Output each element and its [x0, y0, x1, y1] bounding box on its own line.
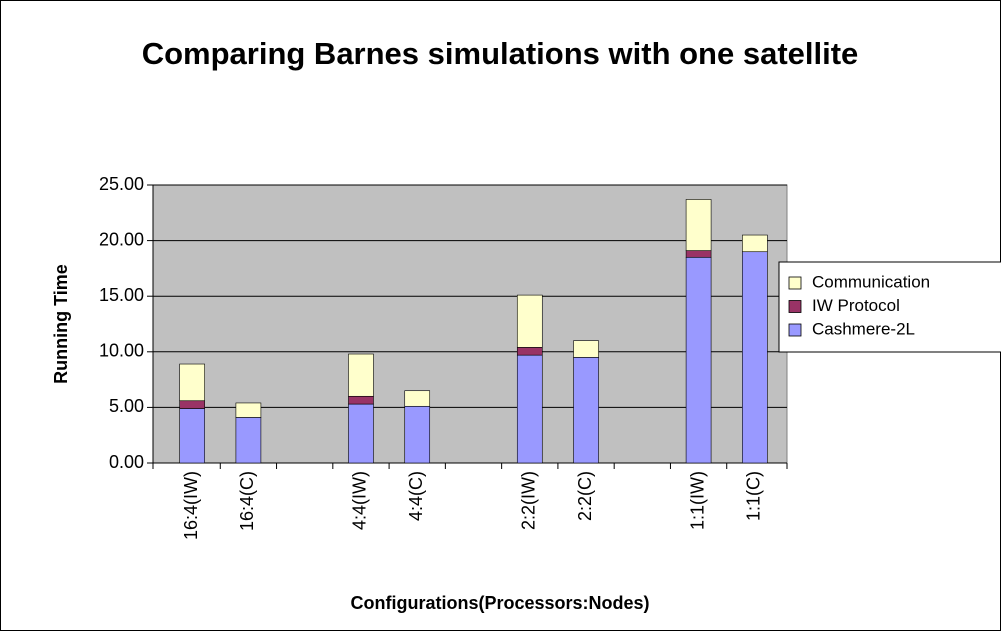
y-tick-label: 20.00: [99, 229, 144, 249]
bar-segment: [516, 347, 543, 356]
bar-segment: [742, 251, 768, 464]
legend-swatch: [788, 323, 802, 337]
bar-segment: [685, 250, 712, 258]
x-tick-label: 1:1(C): [744, 471, 764, 521]
x-tick-label: 2:2(IW): [519, 471, 539, 530]
bar-segment: [516, 294, 543, 348]
y-tick-label: 15.00: [99, 285, 144, 305]
y-tick-label: 0.00: [109, 452, 144, 472]
y-tick-label: 5.00: [109, 396, 144, 416]
bar-segment: [685, 256, 712, 464]
bar-segment: [348, 403, 374, 464]
bar-segment: [742, 234, 768, 253]
x-tick-label: 16:4(IW): [181, 471, 201, 540]
x-tick-label: 1:1(IW): [687, 471, 707, 530]
x-tick-label: 4:4(IW): [350, 471, 370, 530]
bar-segment: [573, 340, 599, 358]
bar-segment: [235, 417, 262, 464]
y-tick-label: 10.00: [99, 341, 144, 361]
bar-segment: [179, 400, 205, 409]
bar-segment: [179, 408, 205, 464]
y-axis-title: Running Time: [51, 264, 71, 384]
x-tick-label: 2:2(C): [575, 471, 595, 521]
x-tick-label: 16:4(C): [237, 471, 257, 531]
legend-label: Cashmere-2L: [812, 319, 915, 338]
bar-segment: [404, 405, 431, 464]
bar-segment: [404, 390, 431, 407]
legend-swatch: [788, 300, 802, 313]
legend-box: [778, 261, 1001, 353]
bar-segment: [516, 354, 543, 464]
legend-label: IW Protocol: [812, 296, 900, 315]
bar-segment: [685, 199, 712, 251]
bar-segment: [179, 363, 205, 402]
x-axis-title: Configurations(Processors:Nodes): [350, 593, 649, 613]
legend-swatch: [788, 276, 802, 290]
y-tick-label: 25.00: [99, 174, 144, 194]
bar-segment: [573, 357, 599, 464]
chart-title: Comparing Barnes simulations with one sa…: [141, 36, 859, 71]
legend-label: Communication: [812, 272, 930, 291]
x-tick-label: 4:4(C): [406, 471, 426, 521]
bar-segment: [235, 402, 262, 418]
bar-segment: [348, 353, 374, 397]
bar-segment: [348, 395, 374, 405]
